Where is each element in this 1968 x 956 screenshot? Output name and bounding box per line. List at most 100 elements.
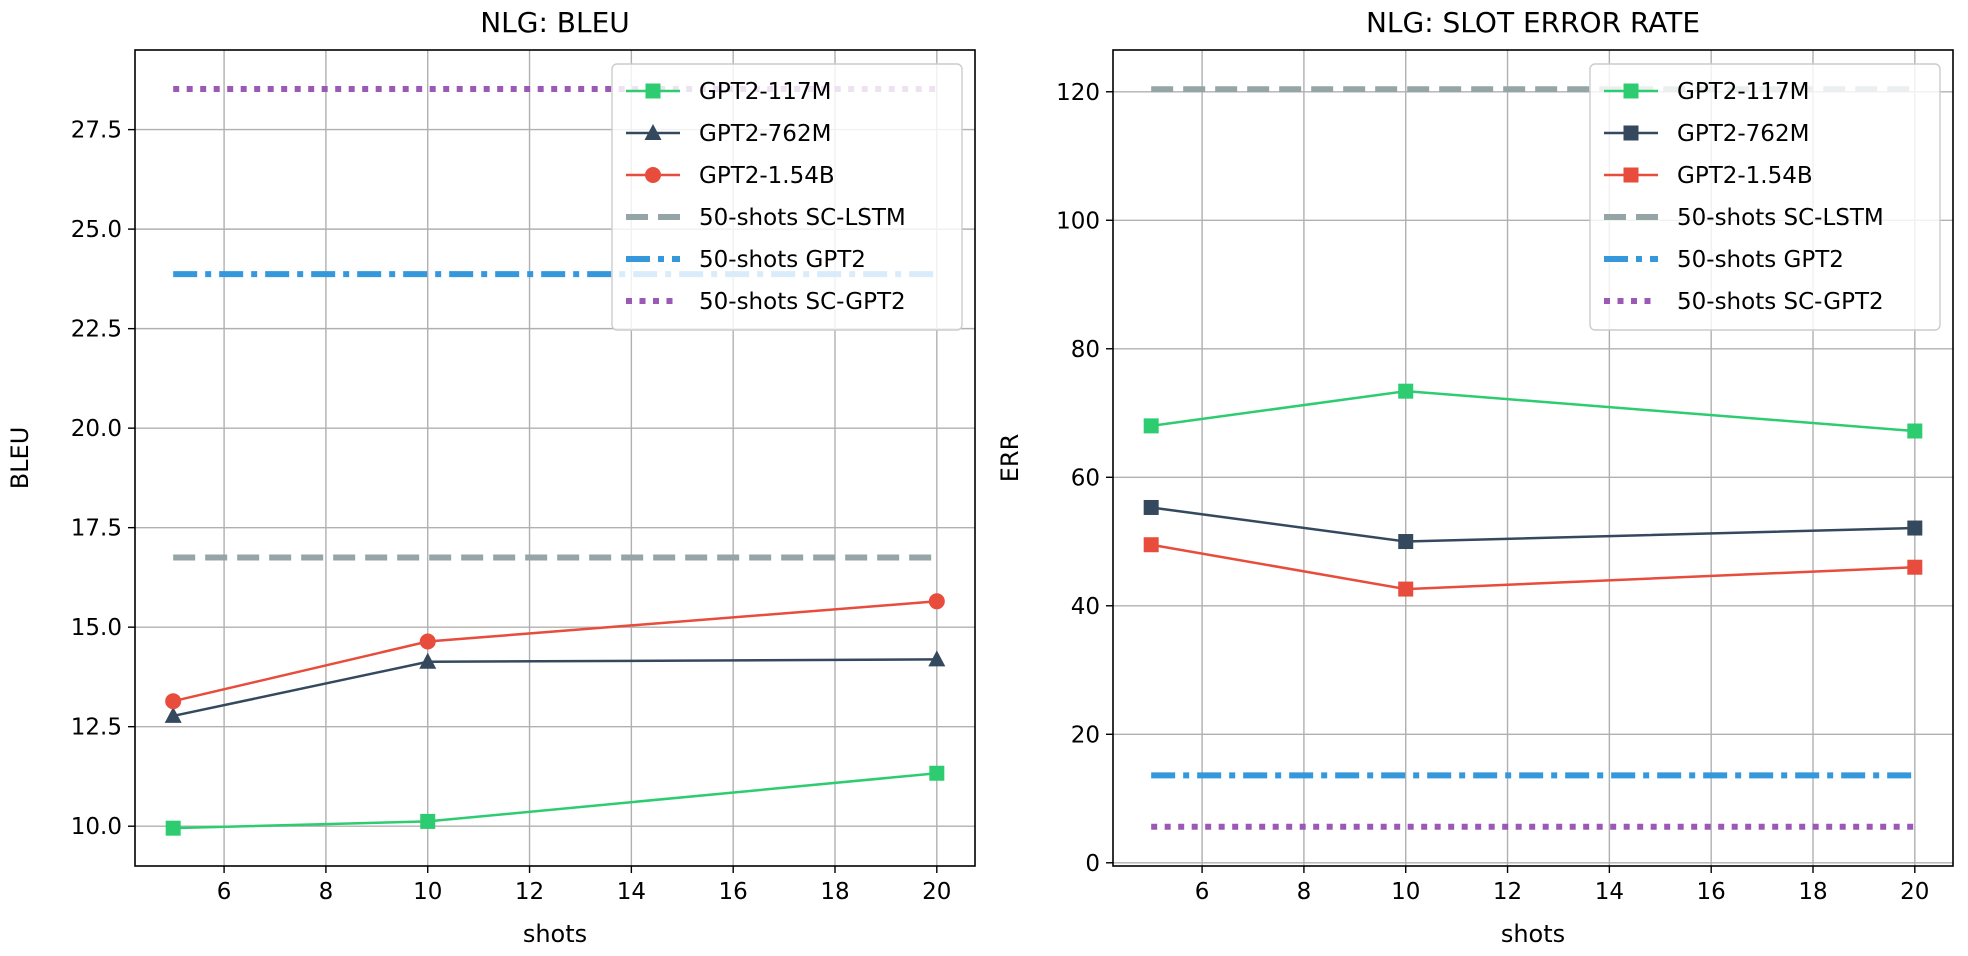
- legend-marker: [1623, 125, 1639, 141]
- series-gpt2-117m: [165, 765, 945, 836]
- x-axis-label: shots: [1501, 920, 1565, 948]
- data-point-gpt2-117m: [929, 765, 945, 781]
- data-point-gpt2-117m: [1907, 423, 1923, 439]
- slot-error-rate-chart-panel: 6 8 10 12 14 16 18 20 0 20 40 60 80 100 120 NLG: SLOT E…: [996, 6, 1954, 948]
- y-tick-label: 27.5: [71, 118, 122, 144]
- legend-marker: [645, 83, 661, 99]
- x-tick-label: 16: [719, 879, 748, 905]
- x-tick-label: 14: [617, 879, 646, 905]
- legend-box: [1589, 63, 1941, 331]
- data-point-gpt2-1-54b: [419, 633, 436, 650]
- y-tick-label: 80: [1071, 337, 1100, 363]
- data-point-gpt2-117m: [420, 813, 436, 829]
- x-tick-label: 10: [1391, 879, 1420, 905]
- data-point-gpt2-117m: [1143, 418, 1159, 434]
- series-gpt2-1-54b: [165, 593, 945, 710]
- x-tick-label: 20: [1900, 879, 1929, 905]
- x-axis-label: shots: [523, 920, 587, 948]
- bleu-chart-panel: 6 8 10 12 14 16 18 20 10.0 12.5 15.0 17.5 20.0 22.5 25…: [6, 6, 976, 948]
- y-tick-label: 12.5: [71, 715, 122, 741]
- legend-entry-50-shots-sc-lstm: 50-shots SC-LSTM: [626, 205, 906, 231]
- x-tick-label: 6: [1195, 879, 1210, 905]
- legend-entry-gpt2-117m: GPT2-117M: [626, 79, 831, 105]
- series-gpt2-117m: [1143, 383, 1923, 439]
- data-point-gpt2-117m: [1398, 383, 1414, 399]
- data-point-gpt2-1-54b: [1907, 559, 1923, 575]
- x-tick-label: 20: [922, 879, 951, 905]
- series-gpt2-1-54b: [1143, 537, 1923, 597]
- legend-entry-50-shots-sc-gpt2: 50-shots SC-GPT2: [1604, 289, 1884, 315]
- x-tick-label: 18: [820, 879, 849, 905]
- x-tick-label: 14: [1595, 879, 1624, 905]
- x-tick-label: 12: [1493, 879, 1522, 905]
- data-point-gpt2-762m: [164, 706, 182, 723]
- legend-marker: [644, 124, 662, 140]
- chart-title: NLG: SLOT ERROR RATE: [1366, 6, 1700, 39]
- legend-entry-50-shots-gpt2: 50-shots GPT2: [626, 247, 866, 273]
- legend: GPT2-117M GPT2-762M GPT2-1.54B 50-shots SC-…: [1589, 63, 1941, 331]
- series-gpt2-762m: [1143, 499, 1923, 550]
- x-tick-label: 18: [1798, 879, 1827, 905]
- x-tick-label: 12: [515, 879, 544, 905]
- y-axis-label: ERR: [996, 434, 1024, 483]
- data-point-gpt2-1-54b: [928, 593, 945, 610]
- legend-entry-50-shots-sc-gpt2: 50-shots SC-GPT2: [626, 289, 906, 315]
- series-gpt2-762m: [164, 650, 946, 723]
- plot-frame: [1112, 49, 1954, 867]
- data-point-gpt2-1-54b: [1398, 581, 1414, 597]
- legend-label: 50-shots SC-GPT2: [1677, 289, 1884, 315]
- chart-title: NLG: BLEU: [480, 6, 630, 39]
- legend-entry-gpt2-117m: GPT2-117M: [1604, 79, 1809, 105]
- y-tick-label: 15.0: [71, 615, 122, 641]
- legend-entry-gpt2-1-54b: GPT2-1.54B: [1604, 163, 1813, 189]
- x-tick-label: 8: [319, 879, 334, 905]
- x-tick-label: 6: [217, 879, 232, 905]
- y-tick-label: 100: [1056, 208, 1100, 234]
- y-tick-label: 40: [1071, 594, 1100, 620]
- legend-marker: [1623, 83, 1639, 99]
- legend-label: GPT2-117M: [1677, 79, 1809, 105]
- legend-label: 50-shots SC-LSTM: [699, 205, 906, 231]
- y-tick-label: 60: [1071, 465, 1100, 491]
- data-point-gpt2-762m: [1907, 520, 1923, 536]
- y-tick-label: 25.0: [71, 217, 122, 243]
- legend-label: GPT2-762M: [1677, 121, 1809, 147]
- data-point-gpt2-762m: [419, 652, 437, 669]
- data-point-gpt2-762m: [928, 650, 946, 667]
- x-tick-label: 10: [413, 879, 442, 905]
- legend-marker: [645, 167, 661, 183]
- data-point-gpt2-1-54b: [165, 693, 182, 710]
- legend-entry-50-shots-gpt2: 50-shots GPT2: [1604, 247, 1844, 273]
- data-point-gpt2-117m: [165, 820, 181, 836]
- legend-box: [611, 63, 963, 331]
- y-tick-label: 20.0: [71, 416, 122, 442]
- legend-label: 50-shots GPT2: [1677, 247, 1844, 273]
- data-point-gpt2-762m: [1143, 499, 1159, 515]
- plot-frame: [134, 49, 976, 867]
- legend-entry-gpt2-1-54b: GPT2-1.54B: [626, 163, 835, 189]
- y-tick-label: 20: [1071, 722, 1100, 748]
- y-tick-label: 22.5: [71, 317, 122, 343]
- legend-label: 50-shots SC-GPT2: [699, 289, 906, 315]
- legend-label: GPT2-762M: [699, 121, 831, 147]
- y-tick-label: 17.5: [71, 516, 122, 542]
- x-tick-label: 16: [1697, 879, 1726, 905]
- legend-marker: [1623, 167, 1639, 183]
- legend: GPT2-117M GPT2-762M GPT2-1.54B 50-shots SC-…: [611, 63, 963, 331]
- data-point-gpt2-1-54b: [1143, 537, 1159, 553]
- legend-label: 50-shots GPT2: [699, 247, 866, 273]
- legend-label: GPT2-117M: [699, 79, 831, 105]
- y-axis-label: BLEU: [6, 427, 34, 490]
- legend-label: GPT2-1.54B: [1677, 163, 1813, 189]
- legend-entry-gpt2-762m: GPT2-762M: [1604, 121, 1809, 147]
- y-tick-label: 10.0: [71, 814, 122, 840]
- legend-label: GPT2-1.54B: [699, 163, 835, 189]
- legend-label: 50-shots SC-LSTM: [1677, 205, 1884, 231]
- y-tick-label: 0: [1085, 851, 1100, 877]
- x-tick-label: 8: [1297, 879, 1312, 905]
- legend-entry-gpt2-762m: GPT2-762M: [626, 121, 831, 147]
- legend-entry-50-shots-sc-lstm: 50-shots SC-LSTM: [1604, 205, 1884, 231]
- y-tick-label: 120: [1056, 80, 1100, 106]
- data-point-gpt2-762m: [1398, 534, 1414, 550]
